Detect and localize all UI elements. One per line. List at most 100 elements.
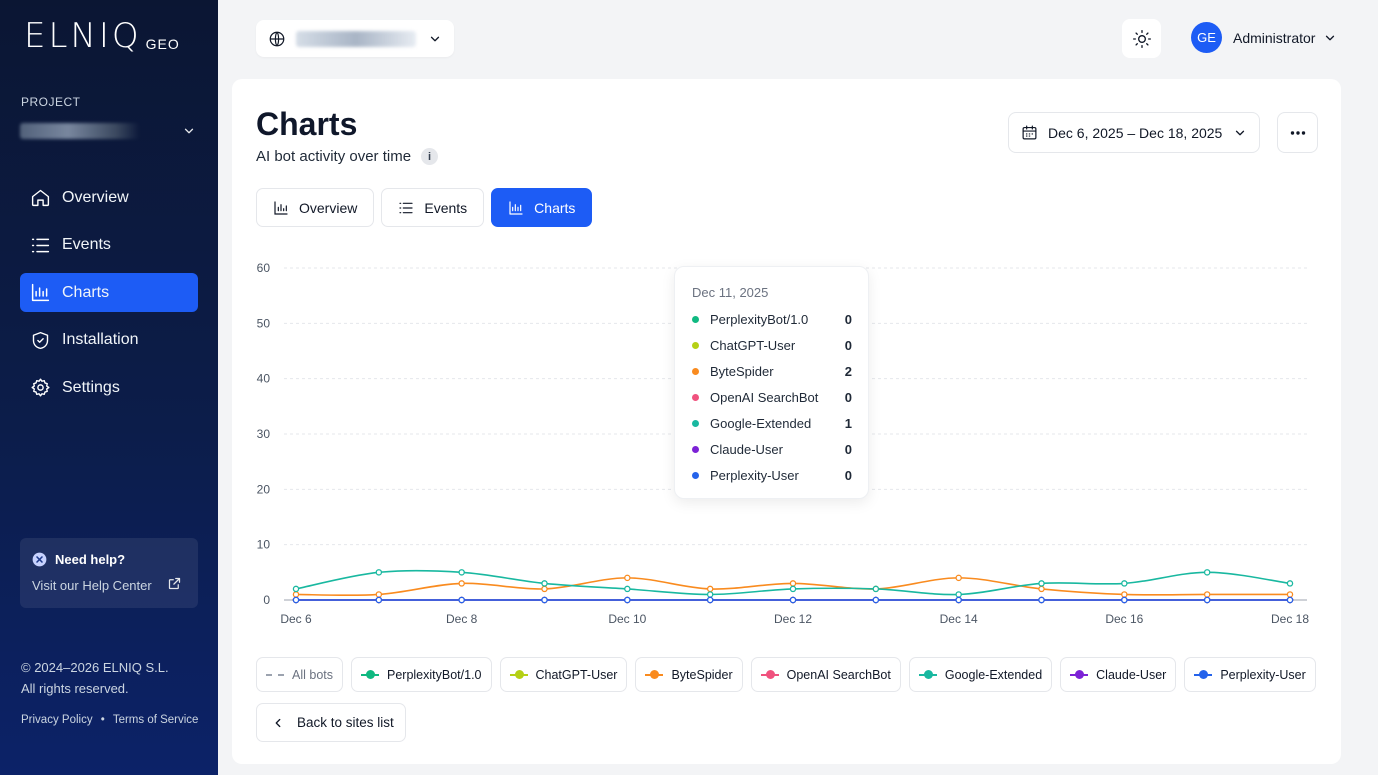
tooltip-series-name: PerplexityBot/1.0 [710, 312, 809, 327]
privacy-policy-link[interactable]: Privacy Policy [21, 714, 93, 726]
y-tick-label: 40 [257, 372, 271, 386]
legend-swatch [918, 670, 937, 679]
data-point [1038, 580, 1045, 587]
back-label: Back to sites list [297, 715, 394, 730]
legend-item[interactable]: Perplexity-User [1184, 657, 1316, 692]
tooltip-series-value: 0 [844, 338, 852, 353]
legend-item[interactable]: Claude-User [1060, 657, 1177, 692]
tab-events[interactable]: Events [381, 188, 485, 227]
data-point [541, 585, 548, 593]
date-range-text: Dec 6, 2025 – Dec 18, 2025 [1048, 124, 1223, 141]
project-select[interactable] [20, 118, 196, 144]
legend-label: ByteSpider [671, 667, 733, 682]
help-center-link[interactable]: Visit our Help Center [32, 578, 152, 593]
tooltip-series-name: Claude-User [710, 442, 783, 457]
legend-swatch [1070, 670, 1089, 679]
dashed-line-icon [266, 673, 284, 676]
legend-item[interactable]: ByteSpider [635, 657, 743, 692]
chevron-down-icon [430, 36, 440, 41]
tooltip-series-name: ChatGPT-User [710, 338, 796, 353]
series-dot [692, 420, 699, 427]
series-dot [692, 472, 699, 479]
copyright-line: © 2024–2026 ELNIQ S.L. [21, 660, 169, 675]
chevron-down-icon [1235, 130, 1245, 135]
project-label: PROJECT [21, 95, 81, 109]
copyright: © 2024–2026 ELNIQ S.L. All rights reserv… [21, 657, 169, 699]
chart-legend: All bots PerplexityBot/1.0 ChatGPT-User By… [256, 657, 1316, 692]
data-point [706, 585, 714, 593]
theme-toggle-button[interactable] [1122, 19, 1161, 58]
legend-label: OpenAI SearchBot [786, 667, 891, 682]
data-point [624, 574, 631, 582]
tab-label: Events [424, 199, 468, 216]
tooltip-series-name: Google-Extended [710, 416, 812, 431]
chevron-down-icon [184, 128, 194, 134]
sidebar-item-charts[interactable]: Charts [20, 273, 198, 312]
chart-tooltip: Dec 11, 2025 PerplexityBot/1.0 0 ChatGPT-U… [674, 266, 869, 499]
sidebar: ELNIQ GEO PROJECT Overview Events Charts… [0, 0, 218, 775]
legend-item[interactable]: OpenAI SearchBot [750, 657, 901, 692]
y-tick-label: 50 [257, 316, 271, 330]
data-point [458, 596, 465, 604]
y-tick-label: 30 [257, 427, 271, 441]
sidebar-item-settings[interactable]: Settings [20, 368, 198, 407]
user-menu[interactable]: GE Administrator [1191, 22, 1337, 53]
data-point [789, 585, 797, 593]
more-options-button[interactable] [1277, 112, 1318, 153]
external-link-icon[interactable] [167, 576, 182, 591]
tab-overview[interactable]: Overview [256, 188, 375, 227]
info-icon[interactable]: i [421, 148, 439, 165]
tooltip-series-value: 0 [844, 468, 852, 483]
tooltip-row: Perplexity-User 0 [692, 468, 852, 483]
y-tick-label: 60 [257, 261, 271, 275]
data-point [1038, 585, 1045, 593]
tooltip-series-name: OpenAI SearchBot [710, 390, 819, 405]
sidebar-nav: Overview Events Charts Installation Sett… [20, 178, 198, 416]
data-point [541, 580, 548, 587]
data-point [1203, 569, 1211, 576]
legend-label: Google-Extended [944, 667, 1043, 682]
back-to-sites-button[interactable]: Back to sites list [256, 703, 406, 742]
tooltip-series-value: 1 [844, 416, 852, 431]
more-horizontal-icon [1290, 130, 1305, 135]
legend-swatch [760, 670, 779, 679]
data-point [1286, 591, 1294, 598]
page-title: Charts [256, 106, 358, 142]
data-point [624, 596, 631, 604]
legend-label: Perplexity-User [1220, 667, 1306, 682]
series-dot [692, 316, 699, 323]
data-point [1203, 591, 1211, 598]
data-point [458, 569, 465, 576]
legend-item[interactable]: Google-Extended [908, 657, 1053, 692]
legend-item[interactable]: PerplexityBot/1.0 [351, 657, 492, 692]
subtitle-text: AI bot activity over time [256, 148, 412, 165]
app-logo[interactable]: ELNIQ GEO [24, 18, 180, 54]
user-name: Administrator [1233, 29, 1316, 46]
terms-of-service-link[interactable]: Terms of Service [112, 714, 199, 726]
sidebar-item-overview[interactable]: Overview [20, 178, 198, 217]
data-point [1286, 580, 1294, 587]
date-range-picker[interactable]: Dec 6, 2025 – Dec 18, 2025 [1008, 112, 1260, 153]
data-point [706, 596, 714, 604]
data-point [375, 569, 383, 576]
list-icon [31, 238, 50, 252]
y-tick-label: 20 [257, 482, 271, 496]
legend-all-bots[interactable]: All bots [256, 657, 343, 692]
help-card[interactable]: Need help? Visit our Help Center [20, 538, 198, 608]
shield-icon [32, 331, 49, 349]
legend-item[interactable]: ChatGPT-User [499, 657, 628, 692]
avatar: GE [1191, 22, 1222, 53]
sidebar-item-label: Installation [62, 331, 139, 348]
sidebar-item-installation[interactable]: Installation [20, 321, 198, 360]
chart-icon [509, 200, 523, 215]
tooltip-date: Dec 11, 2025 [692, 285, 769, 300]
data-point [789, 580, 797, 587]
site-select[interactable] [256, 20, 454, 57]
calendar-icon [1022, 125, 1037, 140]
data-point [292, 596, 300, 604]
sidebar-item-events[interactable]: Events [20, 226, 198, 265]
tooltip-series-value: 0 [844, 442, 852, 457]
tab-charts[interactable]: Charts [491, 188, 593, 227]
legend-label: Claude-User [1096, 667, 1167, 682]
